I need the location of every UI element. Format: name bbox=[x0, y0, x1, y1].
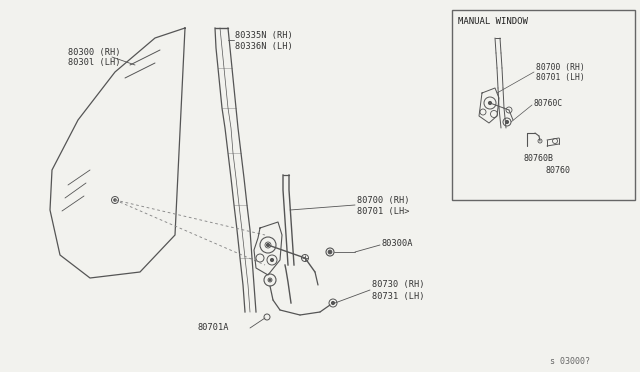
Circle shape bbox=[266, 244, 269, 247]
Text: 80760: 80760 bbox=[546, 166, 571, 174]
Text: s 03000?: s 03000? bbox=[550, 357, 590, 366]
Text: 8030l (LH): 8030l (LH) bbox=[68, 58, 120, 67]
Text: 80731 (LH): 80731 (LH) bbox=[372, 292, 424, 301]
Text: 80701 (LH): 80701 (LH) bbox=[536, 73, 585, 81]
Text: 80300 (RH): 80300 (RH) bbox=[68, 48, 120, 57]
Circle shape bbox=[488, 102, 492, 105]
Text: MANUAL WINDOW: MANUAL WINDOW bbox=[458, 16, 528, 26]
Circle shape bbox=[114, 199, 116, 201]
Text: 80760B: 80760B bbox=[524, 154, 554, 163]
Text: 80336N (LH): 80336N (LH) bbox=[235, 42, 292, 51]
Text: 80700 (RH): 80700 (RH) bbox=[536, 62, 585, 71]
Text: 80700 (RH): 80700 (RH) bbox=[357, 196, 410, 205]
Circle shape bbox=[332, 301, 335, 305]
Text: 80760C: 80760C bbox=[534, 99, 563, 108]
Text: 80701A: 80701A bbox=[198, 324, 230, 333]
Text: 80701 (LH>: 80701 (LH> bbox=[357, 206, 410, 215]
Text: 80335N (RH): 80335N (RH) bbox=[235, 31, 292, 39]
Text: 80300A: 80300A bbox=[382, 238, 413, 247]
Bar bbox=[452, 10, 635, 200]
Circle shape bbox=[271, 259, 273, 262]
Circle shape bbox=[328, 250, 332, 254]
Circle shape bbox=[269, 279, 271, 281]
Text: 80730 (RH): 80730 (RH) bbox=[372, 280, 424, 289]
Circle shape bbox=[506, 121, 509, 124]
